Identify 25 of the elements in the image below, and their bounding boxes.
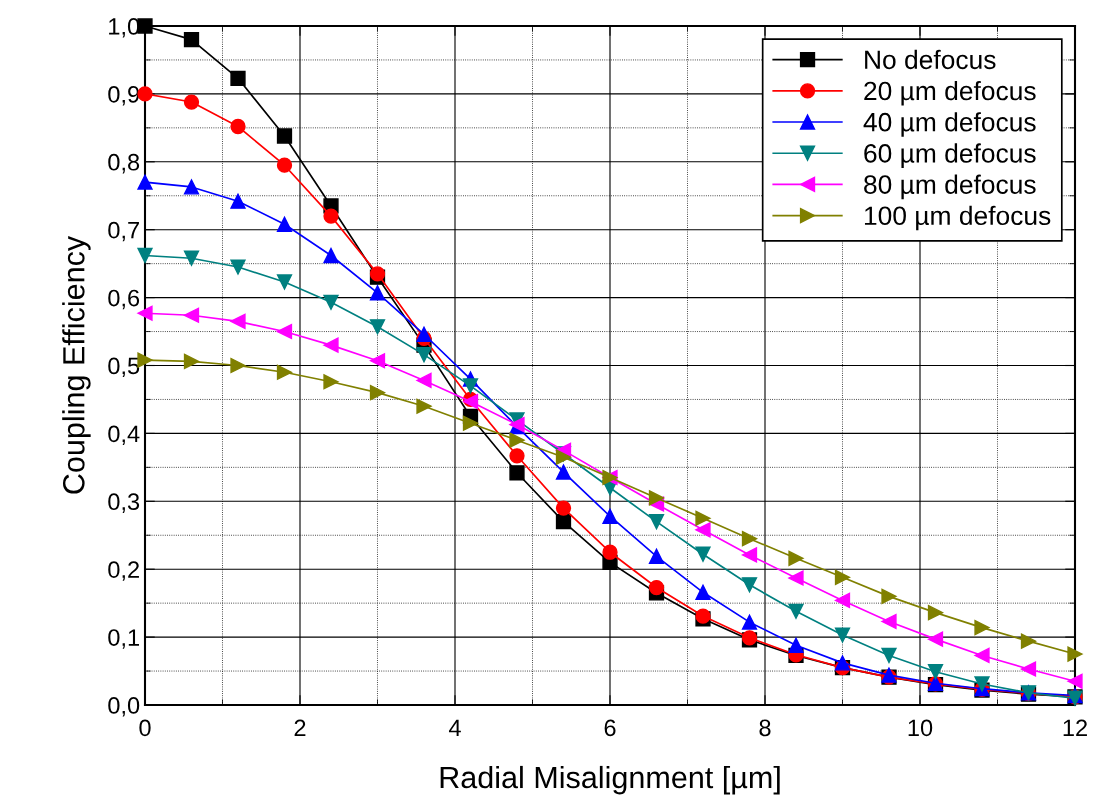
y-tick-label: 0,5 bbox=[108, 357, 140, 378]
y-tick-label: 0,7 bbox=[108, 221, 139, 242]
y-tick-label: 0,0 bbox=[108, 697, 140, 717]
legend-label: 100 µm defocus bbox=[864, 205, 1051, 231]
y-tick-label: 0,9 bbox=[108, 85, 140, 106]
x-axis-title: Radial Misalignment [µm] bbox=[440, 765, 780, 795]
legend-label: 60 µm defocus bbox=[864, 143, 1036, 168]
y-tick-label: 0,4 bbox=[108, 425, 140, 445]
x-tick-label: 6 bbox=[604, 719, 616, 737]
y-tick-label: 0,6 bbox=[108, 289, 140, 310]
x-tick-label: 2 bbox=[294, 719, 306, 736]
legend-label: 20 µm defocus bbox=[864, 80, 1036, 106]
y-tick-label: 0,2 bbox=[108, 561, 139, 581]
y-axis-title: Coupling Efficiency bbox=[62, 235, 91, 494]
y-tick-label: 0,3 bbox=[108, 493, 140, 513]
y-tick-label: 0,1 bbox=[108, 629, 139, 649]
x-tick-label: 0 bbox=[139, 719, 151, 737]
x-tick-label: 12 bbox=[1063, 719, 1087, 736]
x-tick-label: 4 bbox=[448, 719, 461, 736]
y-tick-label: 0,8 bbox=[108, 153, 140, 174]
legend-label: No defocus bbox=[865, 49, 996, 70]
x-tick-label: 8 bbox=[759, 719, 771, 737]
legend-label: 80 µm defocus bbox=[864, 174, 1036, 200]
legend-label: 40 µm defocus bbox=[863, 112, 1036, 137]
x-tick-label: 10 bbox=[908, 719, 933, 737]
